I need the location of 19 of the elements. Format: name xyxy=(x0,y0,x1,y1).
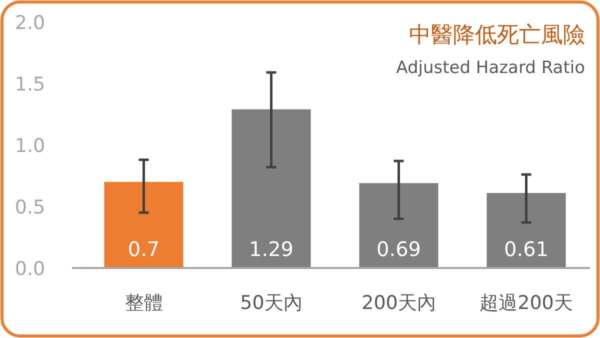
data-label: 0.69 xyxy=(376,237,422,261)
data-label: 1.29 xyxy=(248,237,294,261)
bar xyxy=(104,182,184,268)
y-tick-label: 2.0 xyxy=(14,12,46,34)
y-tick-label: 1.0 xyxy=(14,135,46,157)
x-tick-label: 整體 xyxy=(124,292,163,314)
x-tick-label: 超過200天 xyxy=(480,292,573,314)
y-tick-label: 0.5 xyxy=(14,196,46,218)
x-tick-label: 200天內 xyxy=(362,292,436,314)
bar xyxy=(486,192,566,268)
data-label: 0.7 xyxy=(128,237,160,261)
x-tick-label: 50天內 xyxy=(240,292,302,314)
bar xyxy=(359,183,438,268)
bar xyxy=(232,109,311,268)
y-tick-label: 0.0 xyxy=(14,258,46,280)
data-label: 0.61 xyxy=(504,237,549,261)
y-tick-label: 1.5 xyxy=(14,74,46,96)
chart-title: 中醫降低死亡風險 xyxy=(409,23,585,48)
text: Adjusted Hazard Ratio xyxy=(396,58,585,78)
